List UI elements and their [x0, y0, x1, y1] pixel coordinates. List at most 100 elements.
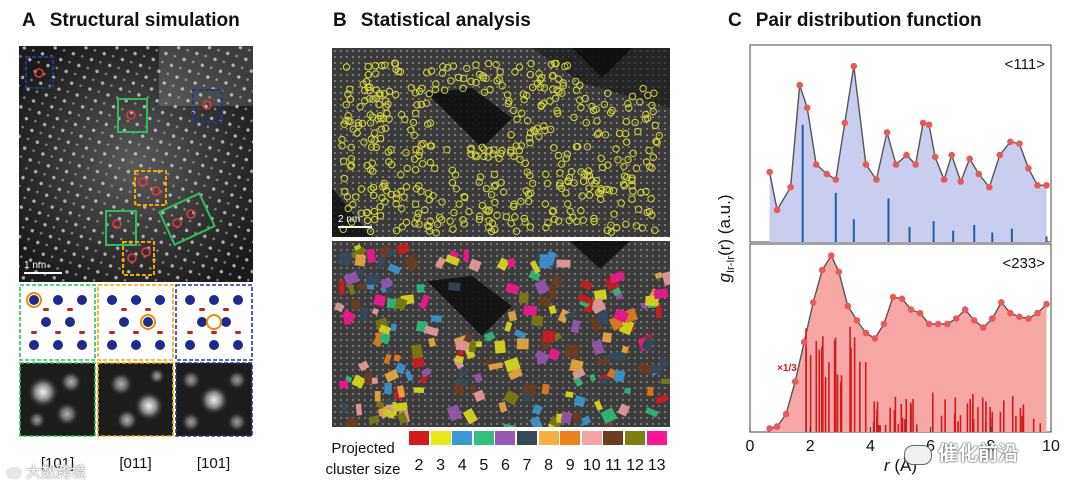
detected-atom-marker [592, 105, 600, 113]
detected-atom-marker [582, 119, 591, 127]
detected-atom-marker [487, 227, 496, 236]
pdf-data-point [948, 151, 955, 159]
detected-atom-marker [562, 154, 571, 162]
detected-atom-marker [491, 181, 500, 189]
pdf-data-point [931, 153, 939, 161]
cluster-map [332, 241, 670, 427]
cluster-patch [508, 367, 523, 381]
pdf-data-point [892, 161, 900, 168]
cluster-patch [522, 392, 532, 402]
pdf-data-point [853, 317, 861, 324]
detected-atom-marker [629, 187, 637, 195]
cluster-patch [518, 292, 529, 304]
detected-atom-marker [651, 121, 659, 130]
detected-atom-marker [559, 82, 567, 90]
legend-swatch-10 [581, 431, 602, 445]
detected-atom-marker [380, 90, 388, 98]
detected-atom-marker [546, 97, 554, 105]
box-navy-2 [192, 89, 223, 123]
pdf-data-point [925, 121, 933, 129]
detected-atom-marker [507, 219, 515, 228]
cluster-patch [507, 257, 516, 268]
detected-atom-marker [426, 119, 435, 127]
detected-atom-marker [370, 191, 378, 200]
detected-atom-marker [517, 197, 525, 206]
detected-atom-marker [547, 60, 556, 68]
legend-label-3: 3 [436, 457, 446, 474]
cluster-patch [396, 411, 409, 425]
cluster-patch [655, 393, 670, 405]
stem-image-a [19, 46, 253, 282]
detected-atom-marker [512, 227, 521, 236]
detected-atom-marker [381, 61, 389, 69]
detected-atom-marker [503, 91, 512, 99]
detected-atom-marker [356, 103, 364, 111]
stem-image-b-bottom [332, 241, 670, 427]
cluster-patch [541, 383, 550, 395]
detected-atom-marker [366, 111, 374, 119]
detected-atom-marker [398, 223, 407, 231]
detected-atom-marker [384, 100, 392, 108]
box-navy-1 [25, 56, 54, 89]
cluster-patch [463, 332, 474, 343]
pdf-data-point [791, 378, 799, 385]
detected-atom-marker [475, 70, 484, 79]
detected-atom-marker [370, 207, 379, 216]
x-tick-label: 10 [1042, 438, 1060, 455]
detected-atom-marker [526, 223, 535, 231]
simulated-image-3 [175, 362, 253, 437]
detected-atom-marker [447, 77, 455, 85]
legend-swatch-7 [517, 431, 537, 445]
pdf-data-point [980, 324, 987, 331]
detected-atom-marker [339, 157, 348, 165]
legend-swatch-8 [538, 431, 559, 445]
detected-atom-marker [423, 69, 431, 77]
detected-atom-marker [411, 89, 420, 97]
pdf-data-point [1034, 309, 1041, 317]
detected-atom-marker [577, 168, 585, 176]
model-cell-3 [175, 284, 253, 361]
detected-atom-marker [362, 77, 371, 86]
detected-atom-marker [623, 138, 631, 146]
detected-atom-marker [641, 115, 650, 123]
pdf-data-point [818, 266, 826, 274]
detected-atom-marker [436, 213, 444, 222]
x-tick-label: 6 [926, 438, 935, 455]
detected-atom-marker [344, 204, 352, 213]
detected-atom-marker [363, 216, 372, 225]
cluster-patch [462, 407, 479, 425]
detected-atom-marker [421, 206, 429, 214]
detected-atom-marker [490, 146, 498, 154]
x-tick-label: 0 [746, 438, 755, 455]
detected-atom-marker [620, 172, 629, 180]
cluster-patch [456, 349, 465, 358]
y-axis-label-arg: (r) [715, 239, 734, 256]
cluster-patch [531, 404, 543, 416]
detected-atom-marker [369, 113, 377, 121]
cluster-patch [358, 360, 370, 372]
cluster-patch [534, 279, 550, 296]
detected-atom-marker [410, 131, 419, 140]
detected-atom-marker [369, 167, 377, 176]
detected-atom-marker [380, 179, 388, 188]
legend-label-2: 2 [414, 457, 424, 474]
legend-title: Projected cluster size [322, 438, 404, 480]
legend-swatch-13 [646, 431, 667, 445]
detected-atom-marker [628, 176, 636, 185]
detected-atom-marker [632, 164, 641, 173]
detected-atom-marker [392, 90, 400, 99]
detected-atom-marker [365, 95, 374, 103]
detected-atom-marker [490, 182, 498, 191]
detected-atom-marker [493, 77, 501, 85]
detected-atom-marker [595, 129, 603, 137]
pdf-data-point [907, 306, 915, 313]
detected-atom-marker [412, 145, 420, 154]
cluster-patch [505, 282, 520, 295]
pdf-data-point [1043, 300, 1050, 308]
cluster-patch [600, 407, 618, 425]
pdf-data-point [925, 320, 933, 328]
detected-atom-marker [562, 189, 570, 197]
detected-atom-marker [431, 164, 439, 173]
pdf-data-point [844, 302, 852, 310]
detected-atom-marker [343, 192, 352, 201]
